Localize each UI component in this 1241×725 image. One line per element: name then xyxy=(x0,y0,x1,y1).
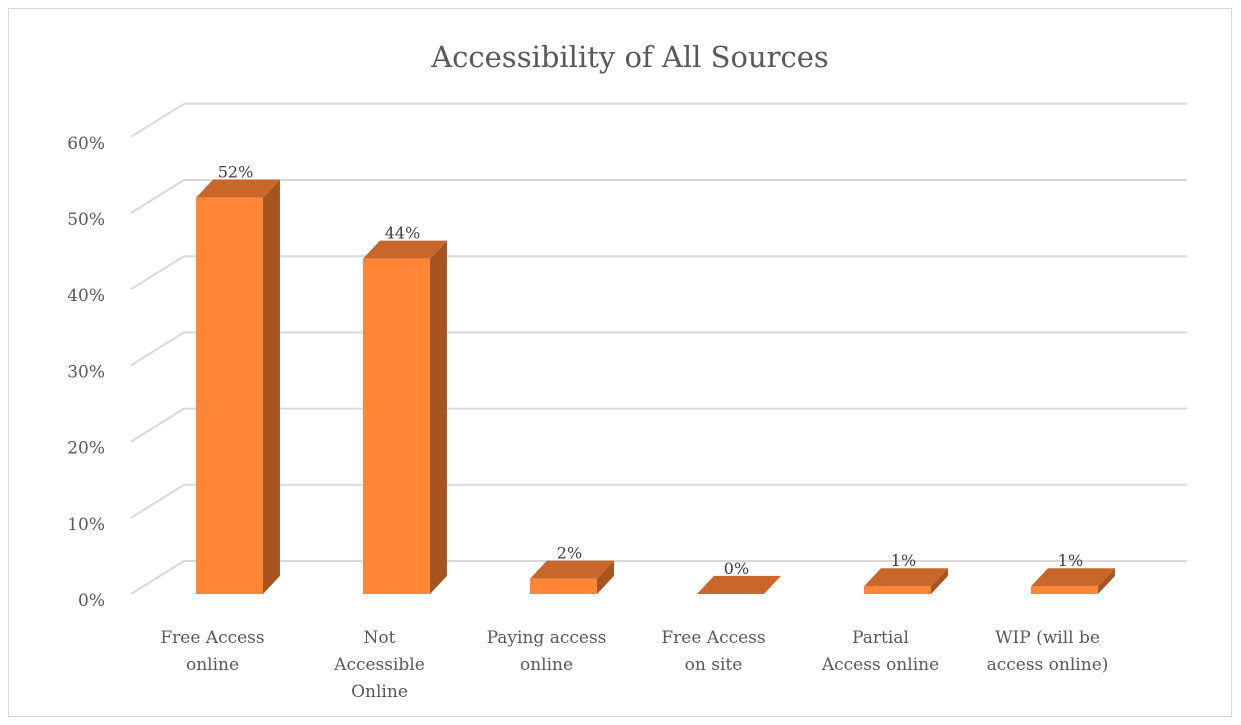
bar-side xyxy=(263,179,280,595)
bar-top xyxy=(1031,568,1115,587)
bar-side xyxy=(931,568,948,594)
gridline-side xyxy=(130,560,185,595)
data-label: 1% xyxy=(891,551,916,570)
gridlines xyxy=(130,102,1187,595)
bar xyxy=(363,240,447,594)
bar-top xyxy=(697,575,781,594)
y-tick-label: 10% xyxy=(67,515,105,535)
bar-front xyxy=(864,586,931,594)
y-tick-label: 20% xyxy=(67,439,105,459)
bar xyxy=(530,560,614,594)
bar-side xyxy=(430,240,447,594)
gridline-side xyxy=(130,179,185,214)
category-label: Free Access on site xyxy=(661,628,765,675)
bar-top xyxy=(363,240,447,259)
bar xyxy=(1031,568,1115,594)
gridline-side xyxy=(130,483,185,519)
bar xyxy=(697,575,781,594)
category-label: Not Accessible Online xyxy=(333,628,425,702)
bar-top xyxy=(196,179,280,198)
data-label: 0% xyxy=(724,559,749,578)
bar-front xyxy=(363,258,430,594)
bar-front xyxy=(1031,586,1098,594)
category-label: Paying access online xyxy=(487,628,607,675)
bar-front xyxy=(196,197,263,594)
gridline-side xyxy=(130,102,185,138)
category-label: Free Access online xyxy=(160,628,264,675)
bar xyxy=(864,568,948,594)
bar-side xyxy=(597,560,614,594)
y-axis-ticks: 0% 10% 20% 30% 40% 50% 60% xyxy=(67,134,105,611)
data-label: 52% xyxy=(218,163,254,182)
category-label: Partial Access online xyxy=(821,628,939,675)
bar xyxy=(196,179,280,595)
data-label: 44% xyxy=(385,224,421,243)
y-tick-label: 60% xyxy=(67,134,105,154)
y-tick-label: 50% xyxy=(67,210,105,230)
data-labels: 52% 44% 2% 0% 1% 1% xyxy=(218,163,1083,578)
bar-top xyxy=(864,568,948,587)
y-tick-label: 0% xyxy=(78,591,105,611)
bars xyxy=(196,179,1115,595)
y-tick-label: 30% xyxy=(67,362,105,382)
gridline-side xyxy=(130,255,185,291)
bar-front xyxy=(530,578,597,594)
chart-title: Accessibility of All Sources xyxy=(430,40,829,74)
gridline-side xyxy=(130,331,185,367)
data-label: 2% xyxy=(557,544,582,563)
bar-top xyxy=(530,560,614,579)
category-labels: Free Access online Not Accessible Online Payi… xyxy=(160,628,1108,702)
category-label: WIP (will be access online) xyxy=(987,628,1109,675)
y-tick-label: 40% xyxy=(67,286,105,306)
bar-side xyxy=(1098,568,1115,594)
gridline-side xyxy=(130,407,185,443)
data-label: 1% xyxy=(1058,551,1083,570)
